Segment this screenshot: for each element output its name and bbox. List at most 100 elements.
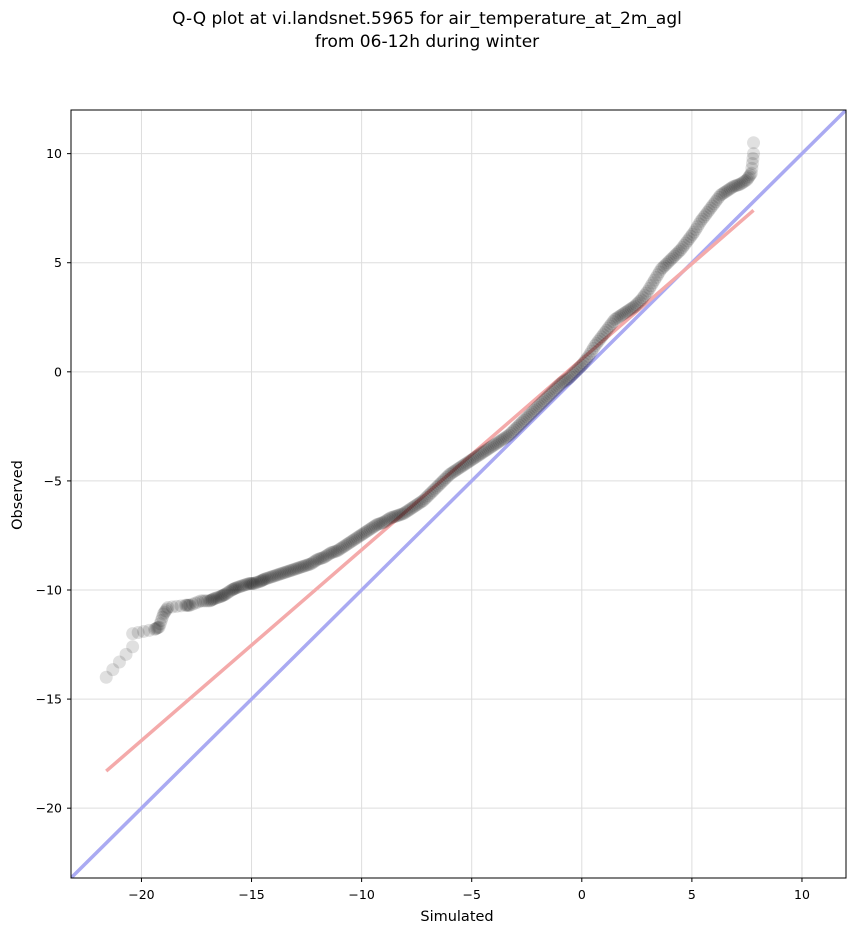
qq-point xyxy=(491,436,505,450)
qq-point xyxy=(264,570,278,584)
qq-point xyxy=(149,622,163,636)
qq-point xyxy=(718,185,732,199)
qq-point xyxy=(378,514,392,528)
qq-point xyxy=(538,392,552,406)
qq-point xyxy=(352,530,366,544)
qq-point xyxy=(662,254,676,268)
qq-point xyxy=(390,509,404,523)
qq-point xyxy=(459,456,473,470)
qq-point xyxy=(443,467,457,481)
qq-point xyxy=(153,617,167,631)
qq-point xyxy=(674,243,688,257)
qq-point xyxy=(370,518,384,532)
qq-point xyxy=(702,203,716,217)
qq-point xyxy=(320,548,334,562)
qq-point xyxy=(704,201,718,215)
qq-point xyxy=(623,303,637,317)
qq-point xyxy=(382,512,396,526)
qq-point xyxy=(669,248,683,262)
qq-point xyxy=(159,604,173,618)
qq-point xyxy=(657,259,671,273)
qq-point xyxy=(656,261,670,275)
qq-point xyxy=(201,594,215,608)
qq-point xyxy=(429,480,443,494)
qq-point xyxy=(479,443,493,457)
qq-point xyxy=(350,531,364,545)
qq-point xyxy=(329,544,343,558)
qq-point xyxy=(227,582,241,596)
qq-point xyxy=(619,305,633,319)
qq-point xyxy=(611,310,625,324)
qq-point xyxy=(565,368,579,382)
qq-point xyxy=(158,605,172,619)
qq-point xyxy=(324,546,338,560)
qq-point xyxy=(289,562,303,576)
qq-point xyxy=(697,210,711,224)
qq-point xyxy=(396,507,410,521)
qq-point xyxy=(307,555,321,569)
y-tick-label: −10 xyxy=(36,583,62,598)
qq-point xyxy=(239,578,253,592)
qq-point xyxy=(155,610,169,624)
qq-point xyxy=(530,400,544,414)
qq-point xyxy=(671,246,685,260)
qq-point xyxy=(301,558,315,572)
qq-point xyxy=(550,381,564,395)
qq-point xyxy=(439,471,453,485)
qq-point xyxy=(712,190,726,204)
qq-point xyxy=(743,168,757,182)
qq-point xyxy=(710,192,724,206)
qq-point xyxy=(339,538,353,552)
qq-point xyxy=(494,434,508,448)
qq-point xyxy=(106,663,120,677)
qq-point xyxy=(276,566,290,580)
qq-point xyxy=(621,304,635,318)
qq-point xyxy=(415,495,429,509)
qq-point xyxy=(112,655,126,669)
data-points xyxy=(99,136,761,684)
qq-point xyxy=(165,600,179,614)
qq-point xyxy=(633,294,647,308)
qq-point xyxy=(519,412,533,426)
qq-point xyxy=(646,276,660,290)
qq-point xyxy=(181,598,195,612)
qq-point xyxy=(274,567,288,581)
qq-point xyxy=(730,178,744,192)
qq-point xyxy=(642,281,656,295)
qq-point xyxy=(413,496,427,510)
qq-point xyxy=(469,450,483,464)
qq-point xyxy=(247,576,261,590)
qq-point xyxy=(474,447,488,461)
qq-point xyxy=(500,429,514,443)
x-tick-label: 10 xyxy=(794,887,810,902)
qq-point xyxy=(677,238,691,252)
qq-point xyxy=(540,390,554,404)
qq-point xyxy=(436,474,450,488)
qq-point xyxy=(416,494,430,508)
x-tick-label: 5 xyxy=(688,887,696,902)
qq-point xyxy=(727,179,741,193)
qq-point xyxy=(520,410,534,424)
qq-point xyxy=(425,485,439,499)
qq-point xyxy=(464,453,478,467)
chart-title-line-2: from 06-12h during winter xyxy=(314,32,540,52)
y-tick-label: 10 xyxy=(46,146,62,161)
qq-point xyxy=(477,444,491,458)
qq-point xyxy=(575,358,589,372)
qq-point xyxy=(502,428,516,442)
qq-point xyxy=(652,265,666,279)
qq-point xyxy=(250,575,264,589)
qq-point xyxy=(580,352,594,366)
qq-point xyxy=(740,173,754,187)
y-axis-label: Observed xyxy=(10,460,26,530)
qq-point xyxy=(553,377,567,391)
qq-point xyxy=(204,593,218,607)
y-tick-label: 5 xyxy=(54,255,62,270)
qq-point xyxy=(614,308,628,322)
qq-point xyxy=(747,147,761,161)
qq-point xyxy=(534,397,548,411)
qq-point xyxy=(367,520,381,534)
qq-point xyxy=(578,354,592,368)
qq-point xyxy=(570,363,584,377)
qq-point xyxy=(680,234,694,248)
